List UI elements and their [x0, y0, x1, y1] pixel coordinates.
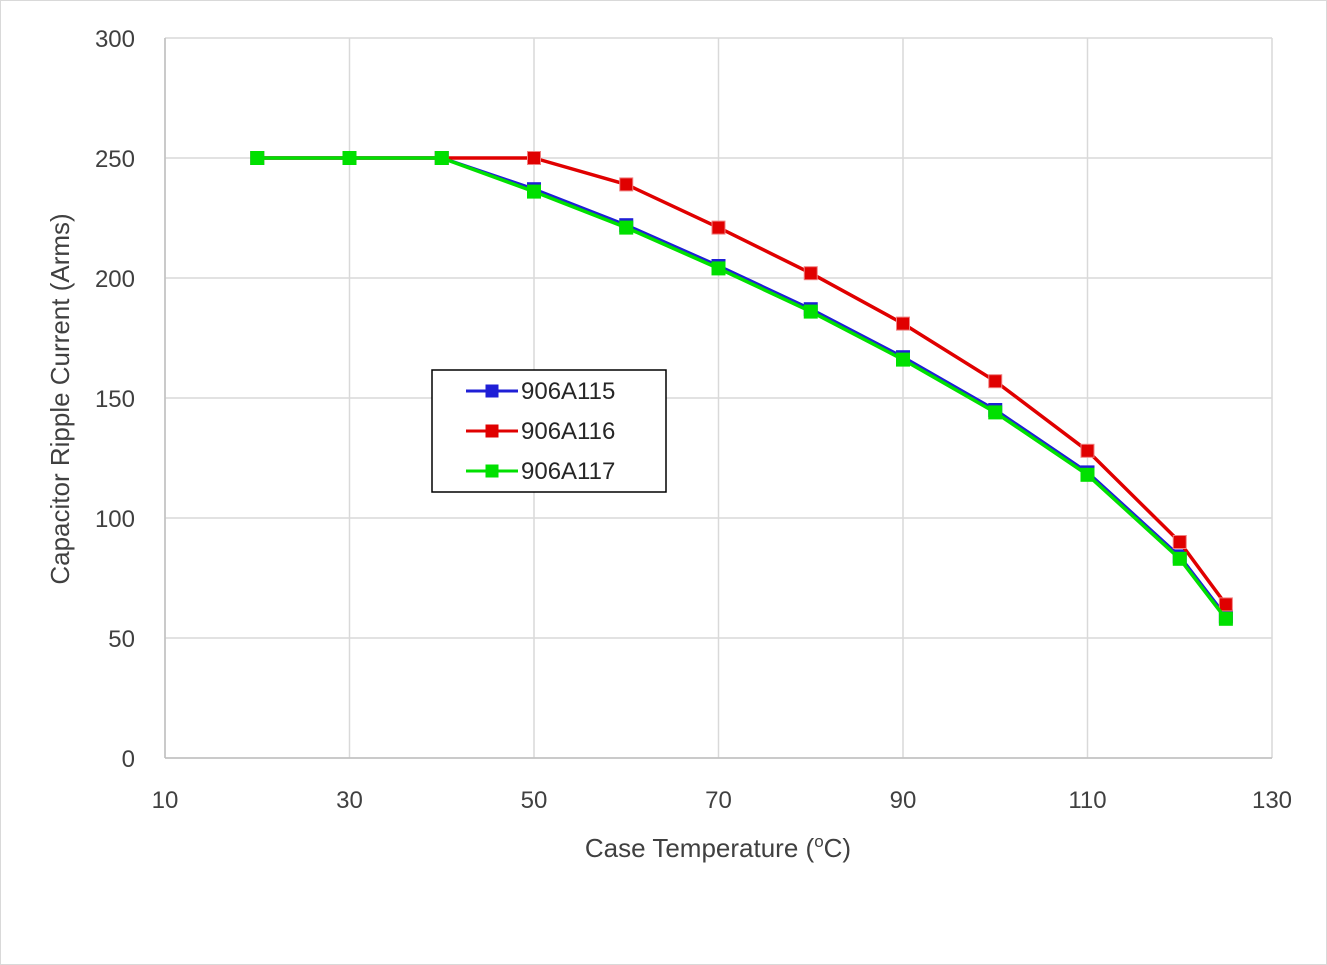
data-point — [988, 374, 1003, 389]
data-point — [619, 220, 634, 235]
series-line — [257, 156, 1228, 620]
data-point — [619, 177, 634, 192]
legend-label: 906A115 — [521, 378, 615, 405]
data-point — [527, 184, 541, 199]
data-point — [342, 151, 357, 165]
legend-label: 906A117 — [521, 458, 615, 485]
legend: 906A115 906A116 906A117 — [431, 369, 667, 493]
legend-label: 906A116 — [521, 418, 615, 445]
data-point — [1080, 443, 1095, 458]
data-point — [988, 405, 1003, 420]
x-tick-label: 110 — [1068, 787, 1106, 814]
x-tick-label: 90 — [890, 787, 917, 814]
data-point — [1080, 467, 1095, 482]
legend-marker — [485, 464, 499, 478]
x-tick-label: 30 — [336, 787, 363, 814]
data-point — [1172, 535, 1187, 549]
data-point — [896, 316, 910, 331]
x-axis-title-main: Case Temperature ( — [585, 833, 815, 863]
data-point — [250, 151, 265, 165]
x-axis-title: Case Temperature (oC) — [585, 832, 851, 863]
legend-entry-906A117: 906A117 — [466, 458, 615, 485]
data-point — [434, 151, 449, 165]
y-tick-label: 200 — [95, 266, 135, 293]
x-tick-label: 130 — [1252, 787, 1292, 814]
data-point — [896, 352, 910, 367]
series-906A117 — [250, 151, 1233, 626]
legend-entry-906A116: 906A116 — [466, 418, 615, 445]
data-point — [1218, 597, 1233, 612]
data-point — [803, 266, 818, 281]
x-tick-label: 50 — [521, 787, 548, 814]
data-point — [527, 151, 541, 165]
x-axis-title-sup: o — [814, 832, 823, 851]
y-tick-label: 50 — [108, 626, 135, 653]
y-tick-label: 300 — [95, 26, 135, 53]
y-tick-label: 0 — [122, 746, 135, 773]
data-point — [711, 220, 726, 235]
tick-labels: 10 30 50 70 90 110 130 0 50 100 150 200 250 300 — [95, 26, 1292, 814]
y-tick-label: 250 — [95, 146, 135, 173]
axes — [164, 38, 1272, 759]
legend-marker — [485, 384, 499, 398]
series-group — [250, 151, 1233, 626]
x-tick-label: 10 — [152, 787, 179, 814]
data-point — [803, 304, 818, 319]
legend-entry-906A115: 906A115 — [466, 378, 615, 405]
data-point — [711, 261, 726, 276]
data-point — [1172, 551, 1187, 566]
y-tick-label: 100 — [95, 506, 135, 533]
legend-marker — [485, 424, 499, 438]
y-tick-label: 150 — [95, 386, 135, 413]
x-tick-label: 70 — [705, 787, 732, 814]
x-axis-title-suffix: C) — [824, 833, 851, 863]
data-point — [1218, 611, 1233, 626]
y-axis-title: Capacitor Ripple Current (Arms) — [45, 213, 75, 584]
